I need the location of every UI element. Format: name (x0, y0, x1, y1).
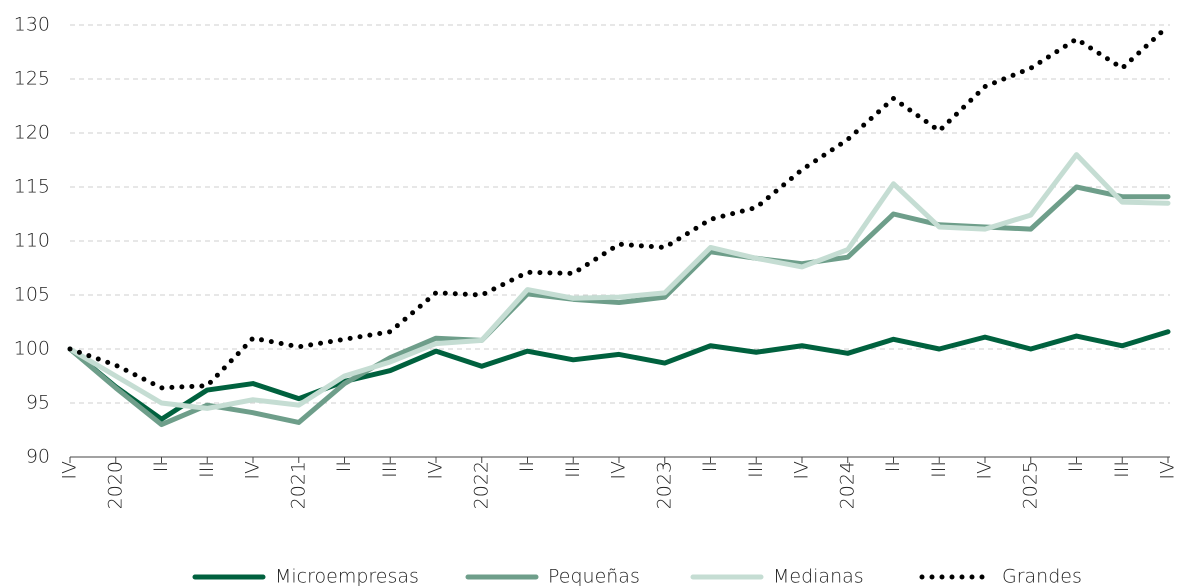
x-tick-label: II (333, 461, 355, 472)
x-tick-label: II (882, 461, 904, 472)
x-tick-label: III (562, 461, 584, 478)
x-tick-label: III (745, 461, 767, 478)
legend-label: Medianas (773, 566, 864, 588)
y-tick-label: 120 (14, 122, 50, 144)
legend-label: Grandes (1002, 566, 1082, 588)
y-tick-label: 90 (26, 446, 50, 468)
y-tick-label: 130 (14, 14, 50, 36)
x-tick-label: IV (425, 461, 447, 480)
y-tick-label: 115 (14, 176, 50, 198)
x-tick-label: II (699, 461, 721, 472)
series-line (67, 23, 1171, 391)
x-tick-label: IV (242, 461, 264, 480)
x-tick-label: IV (59, 461, 81, 480)
x-tick-label: IV (608, 461, 630, 480)
x-tick-label: IV (791, 461, 813, 480)
x-tick-label: II (1065, 461, 1087, 472)
x-tick-label: III (379, 461, 401, 478)
y-tick-label: 110 (14, 230, 50, 252)
series-line (67, 152, 1171, 411)
y-tick-label: 125 (14, 68, 50, 90)
x-tick-label: III (1111, 461, 1133, 478)
x-tick-label: 2020 (104, 461, 126, 509)
y-tick-label: 105 (14, 284, 50, 306)
x-tick-label: 2022 (470, 461, 492, 509)
x-tick-label: 2023 (653, 461, 675, 509)
x-tick-label: III (928, 461, 950, 478)
legend-label: Pequeñas (548, 566, 640, 588)
series-line (67, 329, 1171, 422)
y-tick-label: 100 (14, 338, 50, 360)
x-tick-label: II (150, 461, 172, 472)
x-tick-label: 2021 (287, 461, 309, 509)
legend-label: Microempresas (275, 566, 419, 588)
x-tick-label: 2025 (1019, 461, 1041, 509)
x-tick-label: IV (1157, 461, 1179, 480)
x-tick-label: IV (974, 461, 996, 480)
x-tick-label: II (516, 461, 538, 472)
y-tick-label: 95 (26, 392, 50, 414)
x-tick-label: III (196, 461, 218, 478)
x-tick-label: 2024 (836, 461, 858, 509)
